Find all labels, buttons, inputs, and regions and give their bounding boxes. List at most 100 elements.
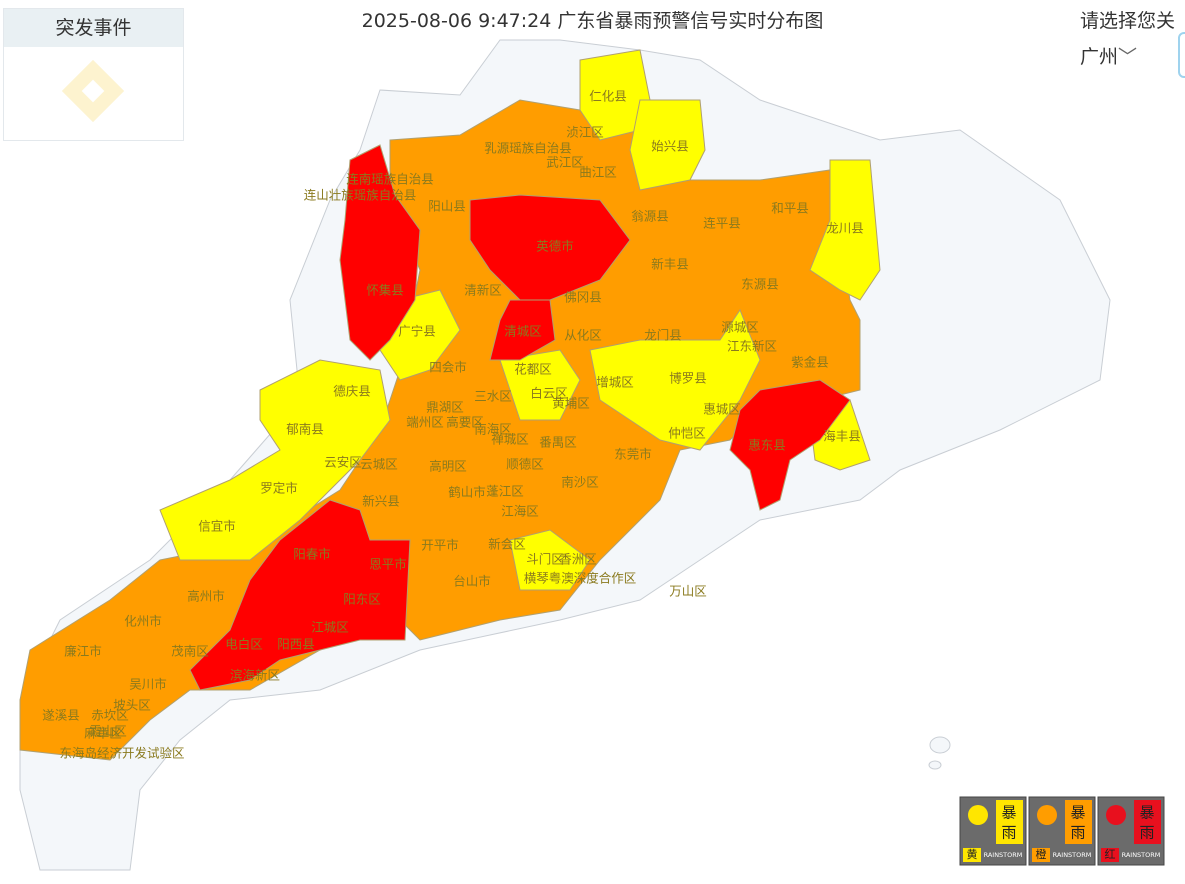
legend-text-bg <box>1134 800 1161 844</box>
district-label: 云安区 <box>324 455 362 470</box>
district-label: 端州区 <box>406 415 444 430</box>
district-label: 东海岛经济开发试验区 <box>59 746 184 761</box>
district-label: 吴川市 <box>129 677 167 692</box>
district-label: 郁南县 <box>286 422 324 437</box>
district-label: 禅城区 <box>491 432 529 447</box>
district-label: 阳春市 <box>293 547 331 562</box>
legend: 暴雨黄 RAINSTORM 暴雨橙 RAINSTORM 暴雨红 RAINSTORM <box>959 796 1165 866</box>
district-label: 英德市 <box>536 239 574 254</box>
district-label: 佛冈县 <box>564 290 602 305</box>
legend-en: RAINSTORM <box>984 851 1023 859</box>
legend-bottom: 雨 <box>1139 824 1154 842</box>
district-label: 恩平市 <box>369 557 407 572</box>
district-label: 阳东区 <box>343 592 381 607</box>
district-label: 三水区 <box>474 389 512 404</box>
district-label: 阳西县 <box>277 637 315 652</box>
district-label: 乳源瑶族自治县 <box>484 141 572 156</box>
legend-top: 暴 <box>1070 804 1085 822</box>
district-label: 惠东县 <box>748 438 786 453</box>
scroll-edge <box>1178 32 1185 78</box>
district-label: 万山区 <box>669 584 707 599</box>
district-label: 博罗县 <box>669 371 707 386</box>
district-label: 遂溪县 <box>42 708 80 723</box>
legend-cloud <box>968 805 988 825</box>
district-label: 白云区 <box>530 386 568 401</box>
district-label: 始兴县 <box>651 139 689 154</box>
district-label: 鼎湖区 <box>426 400 464 415</box>
legend-top: 暴 <box>1001 804 1016 822</box>
district-label: 曲江区 <box>579 165 617 180</box>
legend-text-bg <box>1065 800 1092 844</box>
district-label: 顺德区 <box>506 457 544 472</box>
city-name: 广州 <box>1080 46 1119 68</box>
legend-en: RAINSTORM <box>1122 851 1161 859</box>
district-label: 坡头区 <box>113 698 151 713</box>
dropdown-arrow: ﹀ <box>1118 46 1138 68</box>
district-label: 新兴县 <box>362 494 400 509</box>
district-label: 信宜市 <box>198 519 236 534</box>
district-label: 东莞市 <box>614 447 652 462</box>
legend-level: 红 <box>1105 848 1116 861</box>
district-label: 南海区 <box>474 422 512 437</box>
district-label: 新会区 <box>488 537 526 552</box>
warning-areas <box>19 49 881 761</box>
district-label: 增城区 <box>596 375 634 390</box>
district-label: 惠城区 <box>703 402 741 417</box>
district-label: 黄埔区 <box>552 396 590 411</box>
district-label: 鹤山市 <box>448 485 486 500</box>
district-label: 紫金县 <box>791 355 829 370</box>
district-label: 清城区 <box>504 324 542 339</box>
district-label: 从化区 <box>564 328 602 343</box>
legend-cloud <box>1106 805 1126 825</box>
district-label: 电白区 <box>225 637 263 652</box>
district-label: 仁化县 <box>589 89 627 104</box>
district-label: 翁源县 <box>631 209 669 224</box>
district-label: 龙门县 <box>644 328 682 343</box>
legend-text-bg <box>996 800 1023 844</box>
district-label: 赤坎区 <box>91 708 129 723</box>
district-label: 南沙区 <box>561 475 599 490</box>
district-label: 开平市 <box>421 538 459 553</box>
panel-icon <box>61 59 125 123</box>
district-label: 江城区 <box>311 620 349 635</box>
district-label: 连南瑶族自治县 <box>346 172 434 187</box>
legend-level: 黄 <box>967 847 978 861</box>
district-label: 怀集县 <box>366 283 404 298</box>
district-label: 花都区 <box>514 362 552 377</box>
district-label: 武江区 <box>546 155 584 170</box>
district-label: 高州市 <box>187 589 225 604</box>
legend-bottom: 雨 <box>1001 824 1016 842</box>
district-label: 廉江市 <box>64 644 102 659</box>
district-label: 源城区 <box>721 320 759 335</box>
legend-level-bg <box>1101 848 1119 862</box>
district-label: 阳山县 <box>428 199 466 214</box>
district-label: 龙川县 <box>826 221 864 236</box>
selector-prompt: 请选择您关 <box>1080 10 1176 32</box>
district-label: 茂南区 <box>171 644 209 659</box>
legend-level-bg <box>963 848 981 862</box>
district-label: 高要区 <box>446 415 484 430</box>
legend-level-bg <box>1032 848 1050 862</box>
district-label: 德庆县 <box>333 384 371 399</box>
legend-bottom: 雨 <box>1070 824 1085 842</box>
district-label: 广宁县 <box>398 324 436 339</box>
district-label: 海丰县 <box>823 429 861 444</box>
district-label: 和平县 <box>771 201 809 216</box>
district-label: 浈江区 <box>566 125 604 140</box>
event-panel[interactable]: 突发事件 <box>3 8 184 141</box>
district-label: 四会市 <box>429 360 467 375</box>
legend-cloud <box>1037 805 1057 825</box>
district-label: 江海区 <box>501 504 539 519</box>
district-label: 连山壮族瑶族自治县 <box>304 188 417 203</box>
district-label: 仲恺区 <box>668 426 706 441</box>
legend-top: 暴 <box>1139 804 1154 822</box>
city-select[interactable]: 广州﹀ <box>1080 42 1137 69</box>
district-label: 连平县 <box>703 216 741 231</box>
district-label: 罗定市 <box>260 481 298 496</box>
district-label: 云城区 <box>360 457 398 472</box>
map-title: 2025-08-06 9:47:24 广东省暴雨预警信号实时分布图 <box>361 10 824 32</box>
district-label: 番禺区 <box>539 435 577 450</box>
